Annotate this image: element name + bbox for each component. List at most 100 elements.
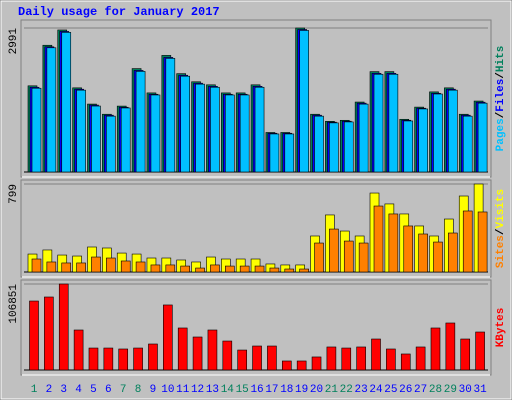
x-tick-label: 21	[325, 384, 339, 396]
bar	[356, 346, 366, 371]
bar	[237, 349, 247, 371]
bar	[475, 331, 485, 371]
x-tick-label: 25	[384, 384, 397, 396]
x-tick-label: 19	[295, 384, 308, 396]
legend: Sites/Visits	[495, 189, 507, 268]
x-tick-label: 1	[31, 384, 38, 396]
bar	[120, 107, 131, 173]
bar	[448, 232, 458, 273]
x-tick-label: 28	[429, 384, 442, 396]
bar	[118, 348, 129, 371]
bar	[195, 267, 205, 273]
x-tick-label: 17	[265, 384, 278, 396]
bar	[150, 264, 161, 273]
bar	[31, 87, 42, 173]
bar	[415, 346, 426, 371]
x-tick-label: 14	[221, 384, 235, 396]
bar	[46, 261, 57, 273]
bar	[445, 322, 456, 371]
bar	[76, 89, 86, 173]
bar	[103, 347, 114, 371]
x-tick-label: 18	[280, 384, 293, 396]
bar	[210, 264, 220, 273]
x-tick-label: 7	[120, 384, 127, 396]
bar	[61, 262, 72, 273]
bar	[269, 133, 280, 173]
legend-entry: Pages	[495, 118, 507, 151]
bar	[210, 86, 220, 173]
bar	[311, 356, 322, 371]
bar	[433, 93, 443, 173]
bar	[314, 115, 324, 173]
bar	[358, 242, 369, 273]
bar	[73, 329, 84, 371]
bar	[462, 115, 473, 173]
bar	[46, 47, 57, 173]
x-tick-label: 12	[191, 384, 204, 396]
bar	[358, 103, 369, 173]
bar	[44, 296, 54, 371]
bar	[135, 71, 146, 173]
bar	[91, 105, 101, 173]
bar	[177, 327, 188, 371]
bar	[284, 268, 295, 273]
x-tick-label: 9	[150, 384, 157, 396]
bar	[460, 338, 471, 371]
bar	[329, 228, 339, 273]
bar	[252, 345, 262, 371]
x-tick-label: 11	[176, 384, 190, 396]
bar	[148, 343, 158, 371]
bar	[430, 327, 441, 371]
bar	[135, 261, 146, 273]
bar	[296, 360, 307, 371]
bar	[192, 336, 203, 371]
bar	[222, 340, 233, 371]
bar	[267, 345, 277, 371]
bar	[281, 360, 292, 371]
bar	[225, 94, 235, 173]
x-tick-label: 8	[135, 384, 142, 396]
legend-entry: Hits	[495, 46, 507, 72]
bar	[462, 210, 473, 273]
x-tick-label: 10	[161, 384, 174, 396]
bar	[448, 89, 458, 173]
x-tick-label: 26	[399, 384, 412, 396]
legend-entry: KBytes	[495, 308, 507, 348]
bar	[343, 121, 354, 173]
bar	[91, 256, 101, 273]
x-tick-label: 24	[369, 384, 383, 396]
x-tick-label: 15	[236, 384, 249, 396]
bar	[418, 108, 428, 173]
bar	[343, 240, 354, 273]
x-tick-label: 31	[473, 384, 487, 396]
legend-separator: /	[495, 111, 507, 118]
y-tick-label: 799	[8, 184, 20, 204]
x-tick-label: 6	[105, 384, 112, 396]
chart-title: Daily usage for January 2017	[18, 5, 220, 19]
x-tick-label: 30	[459, 384, 472, 396]
x-tick-label: 13	[206, 384, 219, 396]
bar	[299, 268, 309, 273]
x-tick-label: 20	[310, 384, 323, 396]
x-tick-label: 4	[75, 384, 82, 396]
bar	[207, 329, 218, 371]
y-tick-label: 2991	[8, 28, 20, 55]
bar	[418, 233, 428, 273]
bar	[106, 257, 116, 273]
bar	[400, 353, 411, 371]
legend-entry: Sites	[495, 235, 507, 268]
bar	[165, 264, 176, 273]
bar	[326, 346, 337, 371]
bar	[239, 94, 250, 173]
bar	[88, 347, 99, 371]
bar	[269, 267, 280, 273]
bar	[371, 338, 381, 371]
bar	[254, 86, 265, 173]
bar	[433, 241, 443, 273]
legend: KBytes	[495, 308, 507, 348]
bar	[180, 75, 190, 173]
bar	[165, 58, 176, 173]
bar	[61, 32, 72, 173]
bar	[195, 83, 205, 173]
